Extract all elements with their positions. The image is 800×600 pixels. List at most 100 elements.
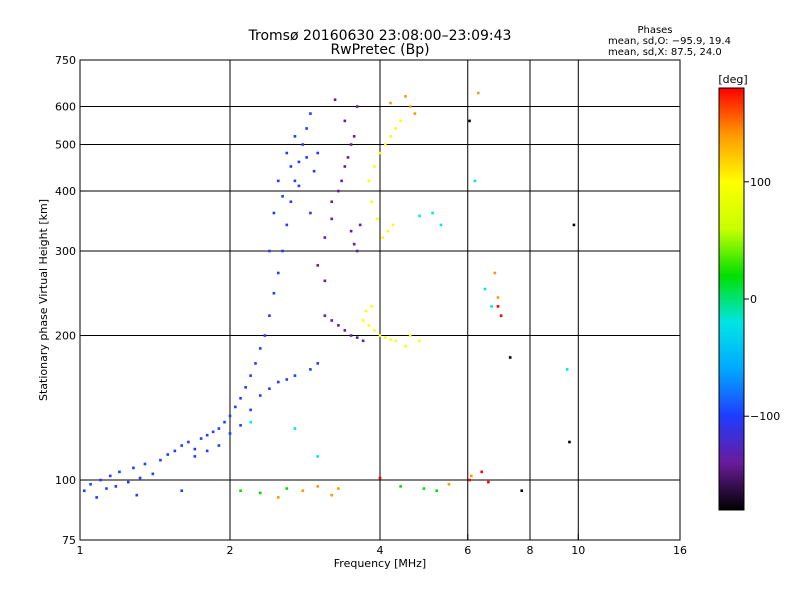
- x-tick-label: 10: [571, 544, 585, 557]
- data-point: [431, 211, 434, 215]
- data-point: [305, 156, 308, 159]
- data-point: [349, 334, 353, 337]
- data-point: [355, 105, 359, 108]
- data-point: [293, 427, 297, 430]
- x-tick-label: 8: [527, 544, 534, 557]
- data-point: [355, 336, 359, 339]
- data-point: [258, 394, 262, 397]
- data-point: [297, 184, 301, 188]
- data-point: [520, 489, 524, 493]
- data-point: [381, 236, 384, 239]
- data-point: [370, 305, 374, 308]
- data-point: [330, 493, 334, 497]
- data-point: [108, 474, 112, 478]
- colorbar-label: [deg]: [718, 73, 747, 86]
- data-point: [301, 143, 305, 146]
- data-point: [508, 356, 512, 359]
- y-axis-ticks: 75 100 200 300 400 500 600 750: [55, 54, 86, 547]
- data-point: [309, 112, 312, 115]
- colorbar-tick-label: −100: [750, 410, 780, 423]
- data-point: [408, 334, 412, 337]
- data-point: [389, 101, 392, 105]
- x-axis-ticks: 1 2 4 6 8 10 16: [77, 534, 687, 557]
- data-point: [399, 485, 402, 488]
- data-point: [239, 424, 242, 427]
- data-point: [330, 319, 334, 322]
- data-point: [254, 362, 257, 365]
- data-point: [337, 189, 340, 193]
- data-point: [268, 387, 271, 390]
- data-point: [343, 329, 347, 332]
- data-point: [285, 223, 289, 227]
- y-tick-label: 400: [55, 185, 76, 198]
- data-point: [496, 305, 500, 308]
- data-point: [244, 386, 247, 389]
- data-point: [293, 374, 297, 377]
- colorbar-ticks: 100 0 −100: [744, 176, 780, 423]
- data-point: [483, 287, 487, 291]
- x-tick-label: 16: [673, 544, 687, 557]
- data-point: [135, 493, 139, 497]
- chart-title: Tromsø 20160630 23:08:00–23:09:43: [248, 28, 512, 44]
- data-point: [358, 223, 362, 227]
- data-point: [228, 414, 232, 418]
- data-point: [352, 242, 356, 246]
- x-tick-label: 2: [227, 544, 234, 557]
- y-tick-label: 750: [55, 54, 76, 67]
- data-point: [285, 151, 289, 155]
- legend-line-o: mean, sd,O: −95.9, 19.4: [608, 36, 731, 47]
- data-point: [268, 249, 271, 253]
- data-point: [316, 455, 320, 458]
- data-point: [276, 271, 280, 275]
- data-point: [477, 91, 480, 95]
- data-point: [418, 214, 421, 218]
- data-point: [281, 195, 284, 198]
- data-point: [367, 179, 371, 183]
- data-point: [361, 319, 365, 322]
- data-point: [330, 200, 334, 204]
- legend-title: Phases: [637, 25, 672, 36]
- data-point: [285, 487, 289, 490]
- data-point: [316, 151, 320, 155]
- data-point: [323, 314, 327, 317]
- data-point: [447, 482, 451, 486]
- data-point: [408, 105, 412, 108]
- data-point: [572, 223, 576, 227]
- data-point: [272, 291, 276, 295]
- data-point: [386, 229, 390, 233]
- data-point: [289, 165, 293, 168]
- data-point: [228, 432, 232, 435]
- data-point: [422, 487, 426, 490]
- data-point: [187, 440, 190, 444]
- colorbar-tick-label: 0: [750, 293, 757, 306]
- data-point: [173, 449, 177, 453]
- data-point: [99, 478, 102, 482]
- data-point: [404, 344, 407, 348]
- data-point: [293, 135, 297, 138]
- data-point: [239, 397, 242, 400]
- data-point: [355, 249, 359, 253]
- data-point: [316, 362, 320, 365]
- data-point: [337, 324, 340, 327]
- legend-line-x: mean, sd,X: 87.5, 24.0: [608, 47, 722, 58]
- data-point: [205, 433, 209, 437]
- data-point: [276, 179, 280, 183]
- data-point: [143, 462, 147, 466]
- data-point: [138, 476, 142, 480]
- data-point: [239, 489, 242, 493]
- x-tick-label: 6: [464, 544, 471, 557]
- data-point: [126, 480, 130, 484]
- data-point: [95, 496, 98, 499]
- data-point: [375, 217, 379, 221]
- data-point: [370, 200, 374, 204]
- data-point: [418, 339, 421, 343]
- data-point: [276, 496, 280, 499]
- data-point: [496, 296, 500, 299]
- data-point: [166, 453, 170, 456]
- data-point: [361, 339, 365, 343]
- data-point: [333, 98, 337, 101]
- data-point: [285, 378, 289, 381]
- data-point: [373, 165, 376, 168]
- data-point: [217, 444, 221, 447]
